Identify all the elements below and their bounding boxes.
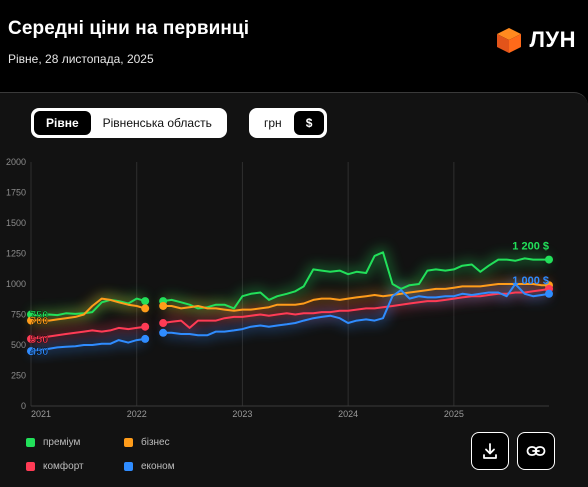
chart-grid: 0 250 500 750 1000 1250 1500 1750 2000 2021 2022 20… [6, 157, 549, 419]
link-icon [526, 446, 546, 456]
copy-link-button[interactable] [517, 432, 555, 470]
y-tick-label: 750 [11, 310, 26, 320]
legend-swatch [26, 437, 35, 447]
series-start-label: 750 [30, 310, 48, 322]
series-lines [30, 251, 550, 353]
y-tick-label: 500 [11, 340, 26, 350]
series-point [141, 297, 150, 306]
currency-switch: грн $ [249, 108, 328, 138]
brand-logo[interactable]: ЛУН [495, 26, 576, 54]
legend-item-premium[interactable]: преміум [26, 436, 124, 448]
x-tick-label: 2022 [127, 409, 147, 419]
tab-rivne-region[interactable]: Рівненська область [102, 116, 212, 130]
series-point [27, 347, 35, 356]
series-point [159, 319, 168, 328]
legend-swatch [26, 461, 35, 471]
price-line-chart: 0 250 500 750 1000 1250 1500 1750 2000 2021 2022 20… [6, 157, 553, 419]
logo-text: ЛУН [529, 27, 576, 52]
series-point [27, 334, 35, 343]
series-point [159, 328, 168, 337]
download-button[interactable] [471, 432, 509, 470]
legend-label: економ [141, 460, 175, 472]
series-line [163, 283, 550, 337]
header: Середні ціни на первинці Рівне, 28 листо… [0, 0, 588, 92]
page-title: Середні ціни на первинці [8, 18, 250, 39]
series-point [141, 322, 150, 331]
series-point [159, 301, 168, 310]
chart-legend: преміум бізнес комфорт економ [26, 436, 222, 472]
series-line [30, 325, 146, 340]
page-subtitle: Рівне, 28 листопада, 2025 [8, 52, 154, 66]
x-tick-label: 2024 [338, 409, 358, 419]
series-dots [27, 255, 553, 356]
series-start-label: 450 [30, 346, 48, 358]
series-point [141, 334, 150, 343]
legend-label: бізнес [141, 436, 170, 448]
y-tick-label: 0 [21, 401, 26, 411]
series-point [545, 255, 553, 264]
y-tick-label: 1000 [6, 279, 26, 289]
legend-label: комфорт [43, 460, 84, 472]
legend-item-comfort[interactable]: комфорт [26, 460, 124, 472]
series-line [163, 283, 549, 312]
series-point [27, 310, 35, 319]
series-line [162, 251, 549, 310]
series-point [27, 316, 35, 325]
series-start-label: 550 [30, 334, 48, 346]
x-tick-label: 2025 [444, 409, 464, 419]
legend-item-economy[interactable]: економ [124, 460, 222, 472]
y-tick-label: 1500 [6, 218, 26, 228]
tab-rivne[interactable]: Рівне [34, 111, 91, 135]
y-tick-label: 250 [11, 371, 26, 381]
series-line [30, 337, 146, 353]
legend-label: преміум [43, 436, 81, 448]
region-switch: Рівне Рівненська область [31, 108, 227, 138]
series-glows [30, 246, 550, 356]
series-start-label: 700 [30, 316, 48, 328]
series-line [162, 287, 550, 329]
tab-currency-usd[interactable]: $ [293, 111, 325, 135]
y-tick-label: 1750 [6, 188, 26, 198]
download-icon [483, 443, 497, 459]
legend-swatch [124, 437, 133, 447]
tab-currency-uah[interactable]: грн [264, 116, 282, 130]
series-line [30, 297, 146, 322]
cube-logo-icon [497, 28, 522, 53]
series-end-label: 1 000 $ [512, 275, 549, 287]
y-tick-label: 1250 [6, 249, 26, 259]
series-line [30, 297, 146, 317]
legend-item-business[interactable]: бізнес [124, 436, 222, 448]
x-tick-label: 2021 [31, 409, 51, 419]
series-end-label: 1 200 $ [512, 241, 549, 253]
y-tick-label: 2000 [6, 157, 26, 167]
series-point [141, 304, 150, 313]
series-point [545, 289, 553, 298]
x-tick-label: 2023 [232, 409, 252, 419]
legend-swatch [124, 461, 133, 471]
